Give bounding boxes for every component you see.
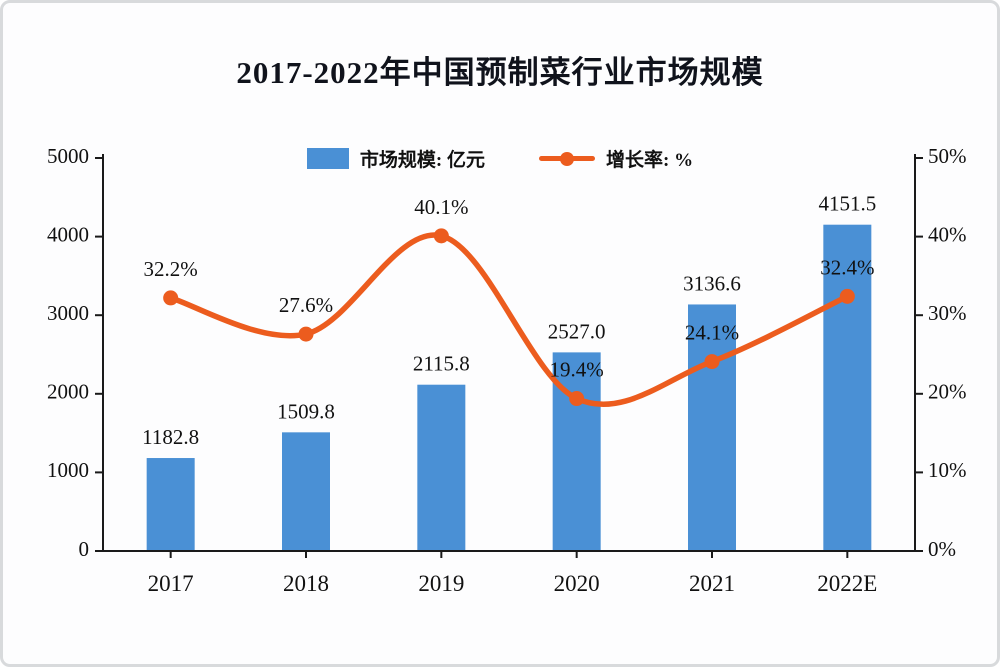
x-axis-category-label: 2018 (283, 571, 329, 596)
growth-rate-label: 19.4% (550, 358, 604, 382)
data-labels: 1182.8 1509.8 2115.8 2527.0 3136.6 4151.5 32.2… (142, 192, 876, 449)
left-axis-tick-label: 4000 (47, 222, 89, 246)
left-axis-tick-label: 5000 (47, 144, 89, 168)
bar-swatch-icon (306, 148, 349, 169)
line-marker-2019 (433, 228, 449, 244)
x-axis-category-label: 2017 (148, 571, 194, 596)
bar-2018 (282, 432, 330, 551)
line-marker-2021 (704, 354, 720, 370)
line-swatch-dot-icon (560, 151, 574, 166)
legend-label-market-size: 市场规模: 亿元 (359, 150, 485, 171)
growth-rate-label: 32.4% (820, 255, 874, 279)
legend: 市场规模: 亿元 增长率: % (3, 145, 997, 172)
left-axis-tick-label: 2000 (47, 380, 89, 404)
bar-value-label: 1182.8 (142, 425, 199, 449)
x-axis-category-label: 2022E (817, 571, 877, 596)
bar-2019 (417, 384, 466, 551)
growth-rate-line (167, 232, 851, 407)
bar-value-label: 3136.6 (683, 271, 741, 295)
axes (95, 154, 923, 558)
chart-title: 2017-2022年中国预制菜行业市场规模 (236, 55, 764, 90)
bar-value-label: 4151.5 (818, 192, 876, 216)
bar-value-label: 2115.8 (413, 352, 470, 376)
line-marker-2022E (839, 288, 855, 304)
right-axis-tick-label: 50% (928, 144, 967, 168)
line-series (163, 228, 855, 407)
line-marker-2018 (298, 326, 314, 342)
right-axis-tick-label: 20% (928, 380, 967, 404)
right-axis-tick-label: 0% (928, 537, 956, 561)
legend-label-growth-rate: 增长率: % (606, 150, 694, 171)
bar-2021 (688, 304, 736, 551)
right-axis-tick-label: 10% (928, 458, 967, 482)
line-marker-2017 (163, 290, 179, 306)
legend-item-market-size: 市场规模: 亿元 (306, 145, 485, 172)
x-axis-category-label: 2019 (418, 571, 464, 596)
left-axis-tick-label: 1000 (47, 458, 89, 482)
bar-value-label: 2527.0 (548, 319, 606, 343)
left-axis-tick-label: 3000 (47, 301, 89, 325)
growth-rate-label: 40.1% (414, 195, 468, 219)
bar-2017 (146, 458, 195, 551)
bar-value-label: 1509.8 (277, 399, 335, 423)
x-axis-category-label: 2021 (689, 571, 735, 596)
left-axis-tick-label: 0 (79, 537, 90, 561)
right-axis-tick-label: 40% (928, 222, 967, 246)
line-swatch-icon (539, 151, 595, 166)
chart-plot: 0 1000 2000 3000 4000 5000 0% 10% 20% 30% 40% 50% 20… (47, 144, 967, 596)
x-axis-category-label: 2020 (554, 571, 600, 596)
growth-rate-label: 32.2% (144, 257, 198, 281)
legend-item-growth-rate: 增长率: % (539, 145, 693, 172)
bars-series (146, 224, 872, 552)
bar-2022E (823, 224, 872, 552)
growth-rate-label: 24.1% (685, 321, 739, 345)
right-axis-tick-label: 30% (928, 301, 967, 325)
line-marker-2020 (569, 391, 585, 407)
tick-labels: 0 1000 2000 3000 4000 5000 0% 10% 20% 30% 40% 50% 20… (47, 144, 967, 596)
growth-rate-label: 27.6% (279, 293, 333, 317)
